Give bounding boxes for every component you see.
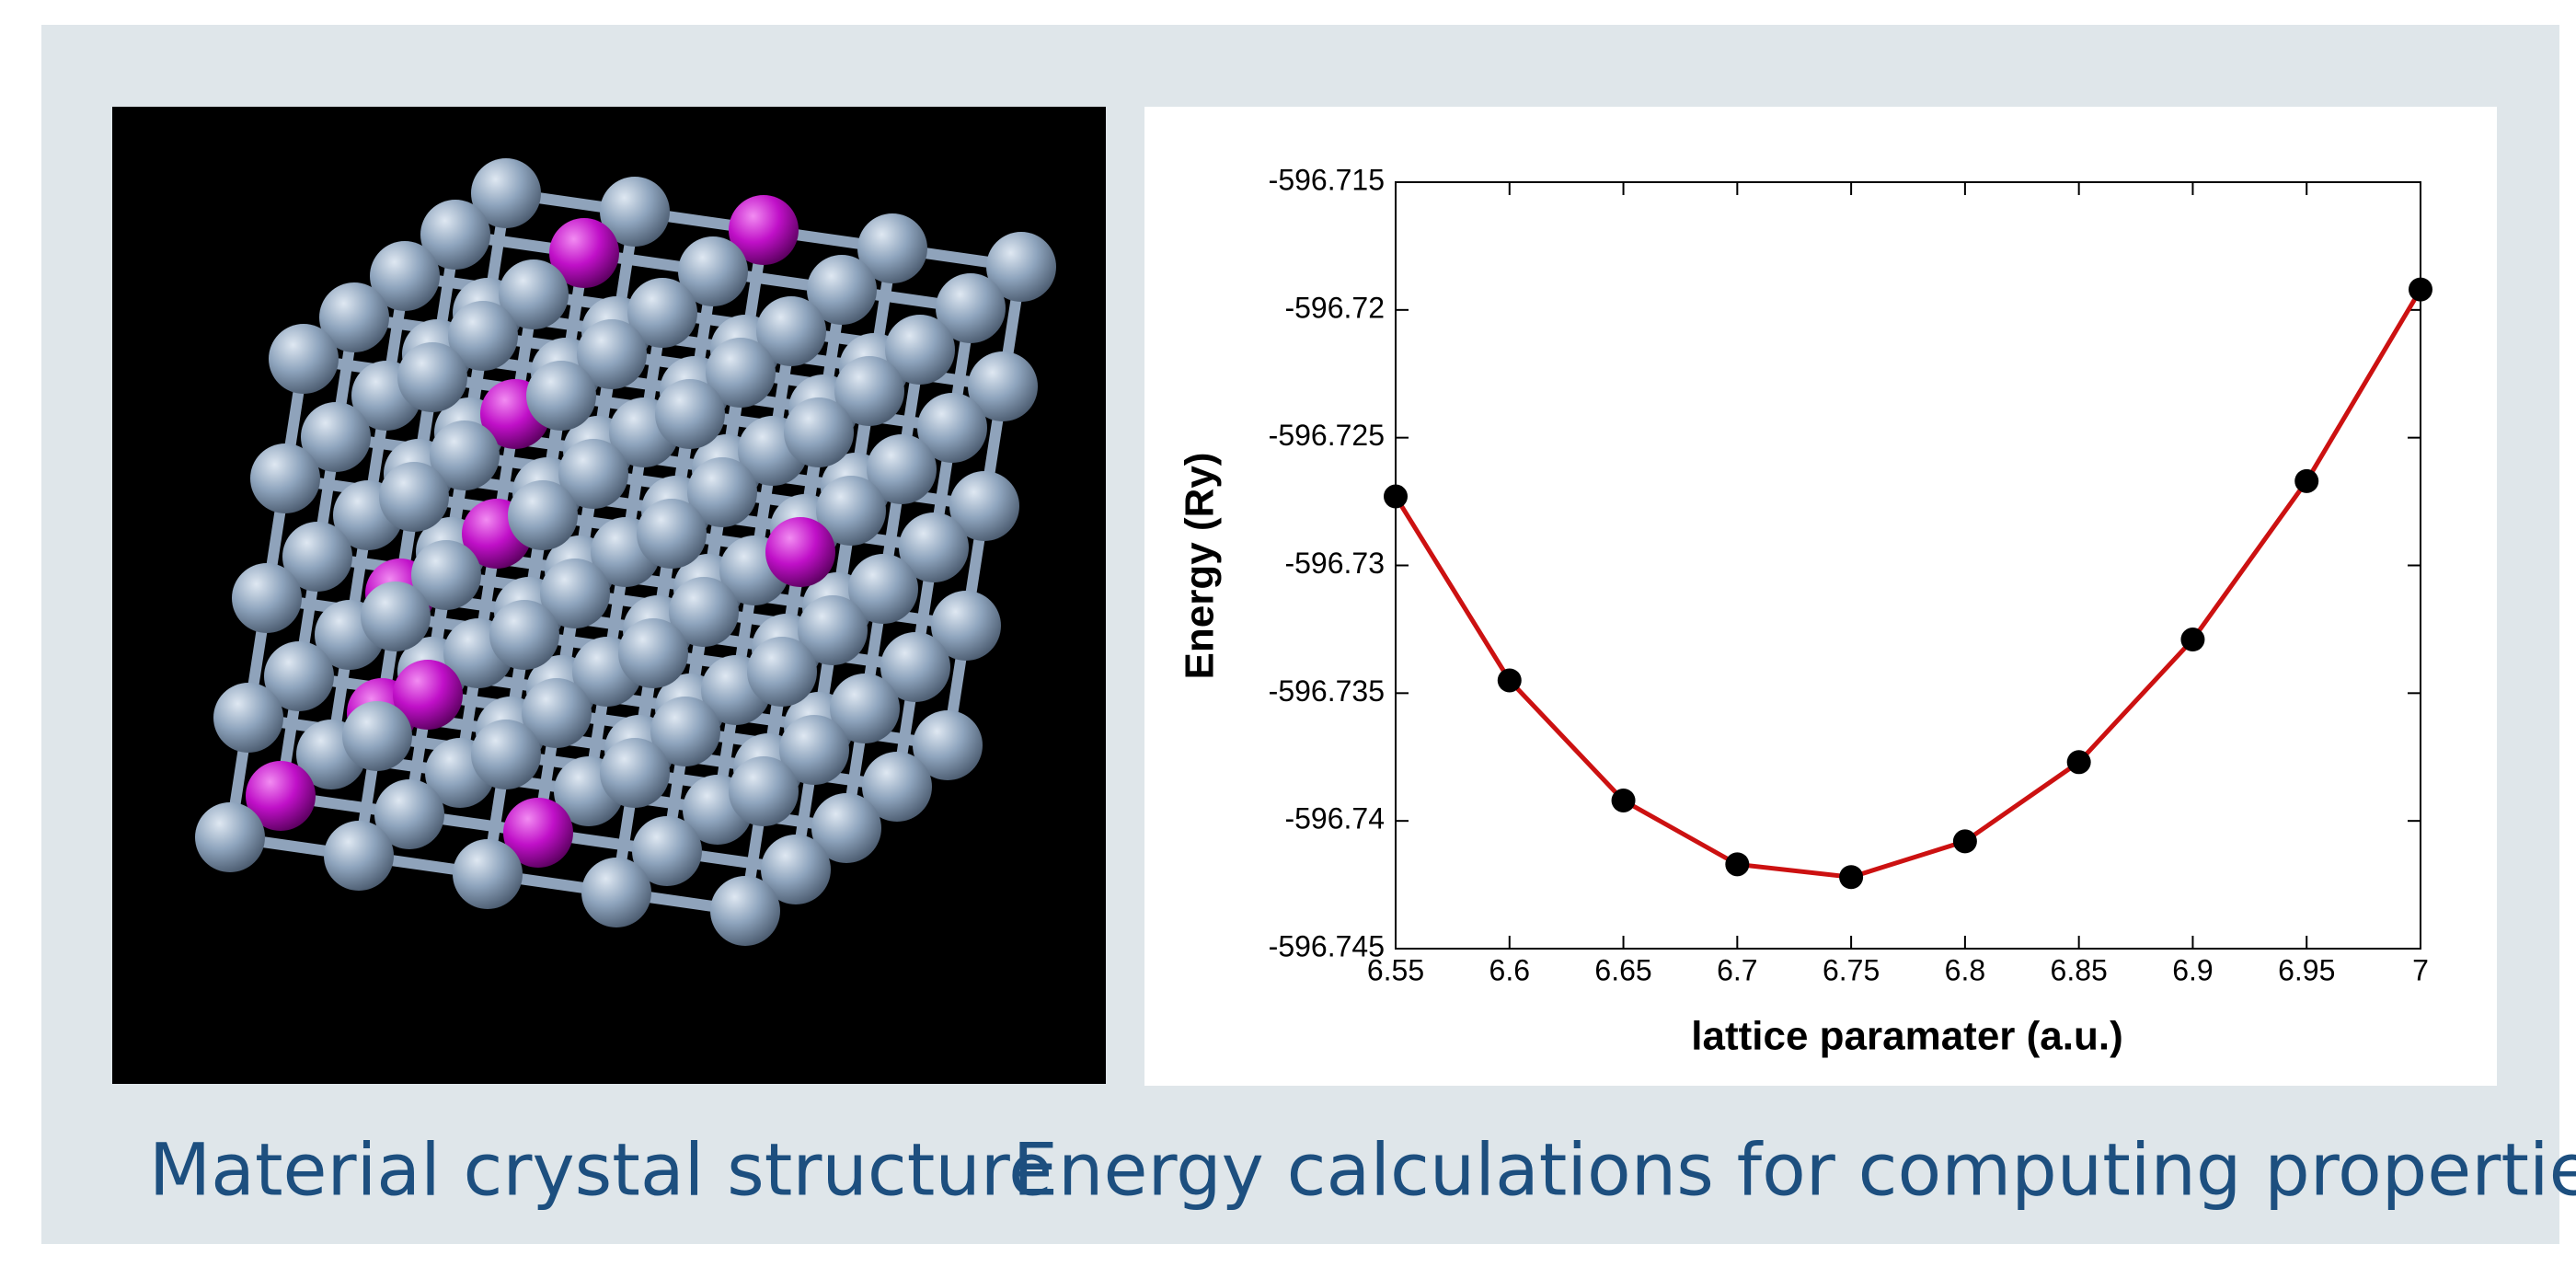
x-tick-label: 6.75 [1823, 953, 1880, 986]
atom [250, 443, 320, 513]
atom [379, 462, 449, 532]
x-tick-label: 7 [2412, 953, 2429, 986]
y-tick-label: -596.74 [1284, 802, 1385, 835]
x-tick-label: 6.55 [1367, 953, 1424, 986]
atom [600, 738, 670, 808]
atom [195, 802, 265, 872]
atom [471, 720, 541, 789]
x-tick-label: 6.7 [1717, 953, 1757, 986]
atom [729, 756, 799, 826]
data-point [1384, 485, 1408, 509]
y-tick-label: -596.72 [1284, 291, 1385, 324]
data-point [1953, 829, 1977, 853]
y-tick-label: -596.715 [1269, 163, 1385, 196]
data-point [2180, 628, 2204, 651]
x-tick-label: 6.65 [1594, 953, 1651, 986]
data-point [2409, 278, 2432, 302]
atom [655, 379, 725, 449]
page: {"crystal_panel": {"caption": "Material … [0, 0, 2576, 1267]
data-point [1839, 865, 1863, 889]
atom [361, 582, 431, 651]
atom [324, 821, 394, 891]
atom [526, 361, 596, 431]
atom [618, 618, 688, 688]
atom [489, 600, 559, 670]
x-tick-label: 6.8 [1945, 953, 1985, 986]
y-tick-label: -596.73 [1284, 547, 1385, 580]
x-tick-label: 6.6 [1489, 953, 1530, 986]
x-tick-label: 6.9 [2172, 953, 2213, 986]
atom [397, 342, 467, 412]
x-tick-label: 6.95 [2278, 953, 2335, 986]
data-point [2067, 750, 2091, 774]
data-point [1725, 852, 1749, 876]
x-tick-label: 6.85 [2051, 953, 2108, 986]
atom [637, 499, 707, 569]
atom [269, 324, 339, 394]
slide: lattice paramater (a.u.) Energy (Ry) -59… [0, 0, 2576, 1267]
atom [747, 637, 817, 707]
atom [232, 563, 302, 633]
x-axis-label: lattice paramater (a.u.) [1691, 1014, 2123, 1059]
caption: Energy calculations for computing proper… [1013, 1129, 2576, 1212]
data-point [2294, 469, 2318, 493]
atom [710, 876, 780, 946]
y-tick-label: -596.735 [1269, 674, 1385, 708]
y-tick-label: -596.725 [1269, 419, 1385, 452]
atom [765, 517, 835, 587]
atom [342, 701, 412, 771]
atom [508, 480, 578, 550]
data-point [1498, 668, 1522, 692]
y-axis-label: Energy (Ry) [1178, 453, 1223, 680]
atom [453, 839, 523, 909]
data-point [1612, 789, 1636, 812]
atom [784, 397, 854, 467]
atom [581, 858, 651, 927]
atom [213, 683, 283, 753]
caption: Material crystal structure [149, 1129, 1052, 1212]
